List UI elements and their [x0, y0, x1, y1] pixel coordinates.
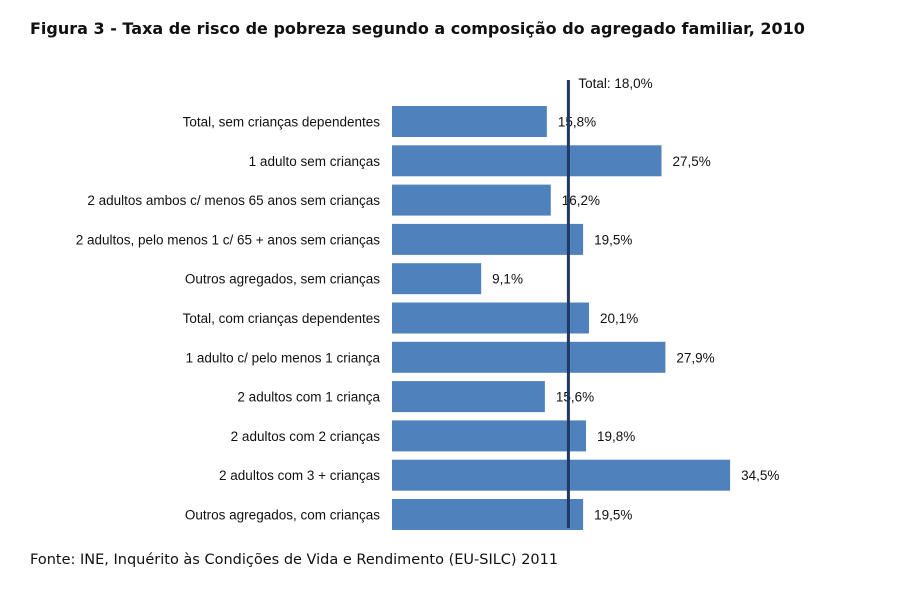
value-label-6: 20,1%	[600, 311, 638, 326]
value-label-5: 9,1%	[492, 272, 523, 287]
bar-6	[392, 302, 589, 334]
bar-8	[392, 381, 545, 413]
category-label-9: 2 adultos com 2 crianças	[231, 429, 381, 444]
category-label-5: Outros agregados, sem crianças	[185, 272, 380, 287]
bar-2	[392, 145, 662, 177]
bar-9	[392, 420, 587, 452]
value-label-1: 15,8%	[558, 115, 596, 130]
category-label-10: 2 adultos com 3 + crianças	[219, 468, 380, 483]
value-label-10: 34,5%	[741, 468, 779, 483]
category-label-8: 2 adultos com 1 criança	[237, 390, 380, 405]
value-label-11: 19,5%	[594, 508, 632, 523]
category-label-6: Total, com crianças dependentes	[183, 311, 381, 326]
bars-layer: Total, sem crianças dependentes 15,8% 1 ad…	[76, 106, 779, 530]
reference-layer: Total: 18,0%	[566, 76, 653, 528]
category-label-4: 2 adultos, pelo menos 1 c/ 65 + anos sem…	[76, 232, 381, 247]
bar-5	[392, 263, 482, 295]
bar-chart: Total, sem crianças dependentes 15,8% 1 ad…	[76, 76, 779, 530]
value-label-3: 16,2%	[562, 193, 600, 208]
value-label-8: 15,6%	[556, 390, 594, 405]
bar-1	[392, 106, 547, 137]
value-label-7: 27,9%	[676, 350, 714, 365]
total-reference-label: Total: 18,0%	[578, 76, 652, 91]
category-label-7: 1 adulto c/ pelo menos 1 criança	[186, 350, 381, 365]
category-label-2: 1 adulto sem crianças	[249, 154, 381, 169]
source-note: Fonte: INE, Inquérito às Condições de Vi…	[30, 552, 559, 568]
category-label-1: Total, sem crianças dependentes	[183, 115, 381, 130]
value-label-9: 19,8%	[597, 429, 635, 444]
bar-10	[392, 459, 731, 491]
figure-title: Figura 3 - Taxa de risco de pobreza segu…	[30, 19, 805, 38]
bar-3	[392, 184, 551, 216]
value-label-2: 27,5%	[673, 154, 711, 169]
category-label-3: 2 adultos ambos c/ menos 65 anos sem cri…	[87, 193, 380, 208]
bar-11	[392, 499, 584, 530]
value-label-4: 19,5%	[594, 232, 632, 247]
bar-7	[392, 341, 666, 373]
category-label-11: Outros agregados, com crianças	[185, 508, 380, 523]
bar-4	[392, 223, 584, 255]
